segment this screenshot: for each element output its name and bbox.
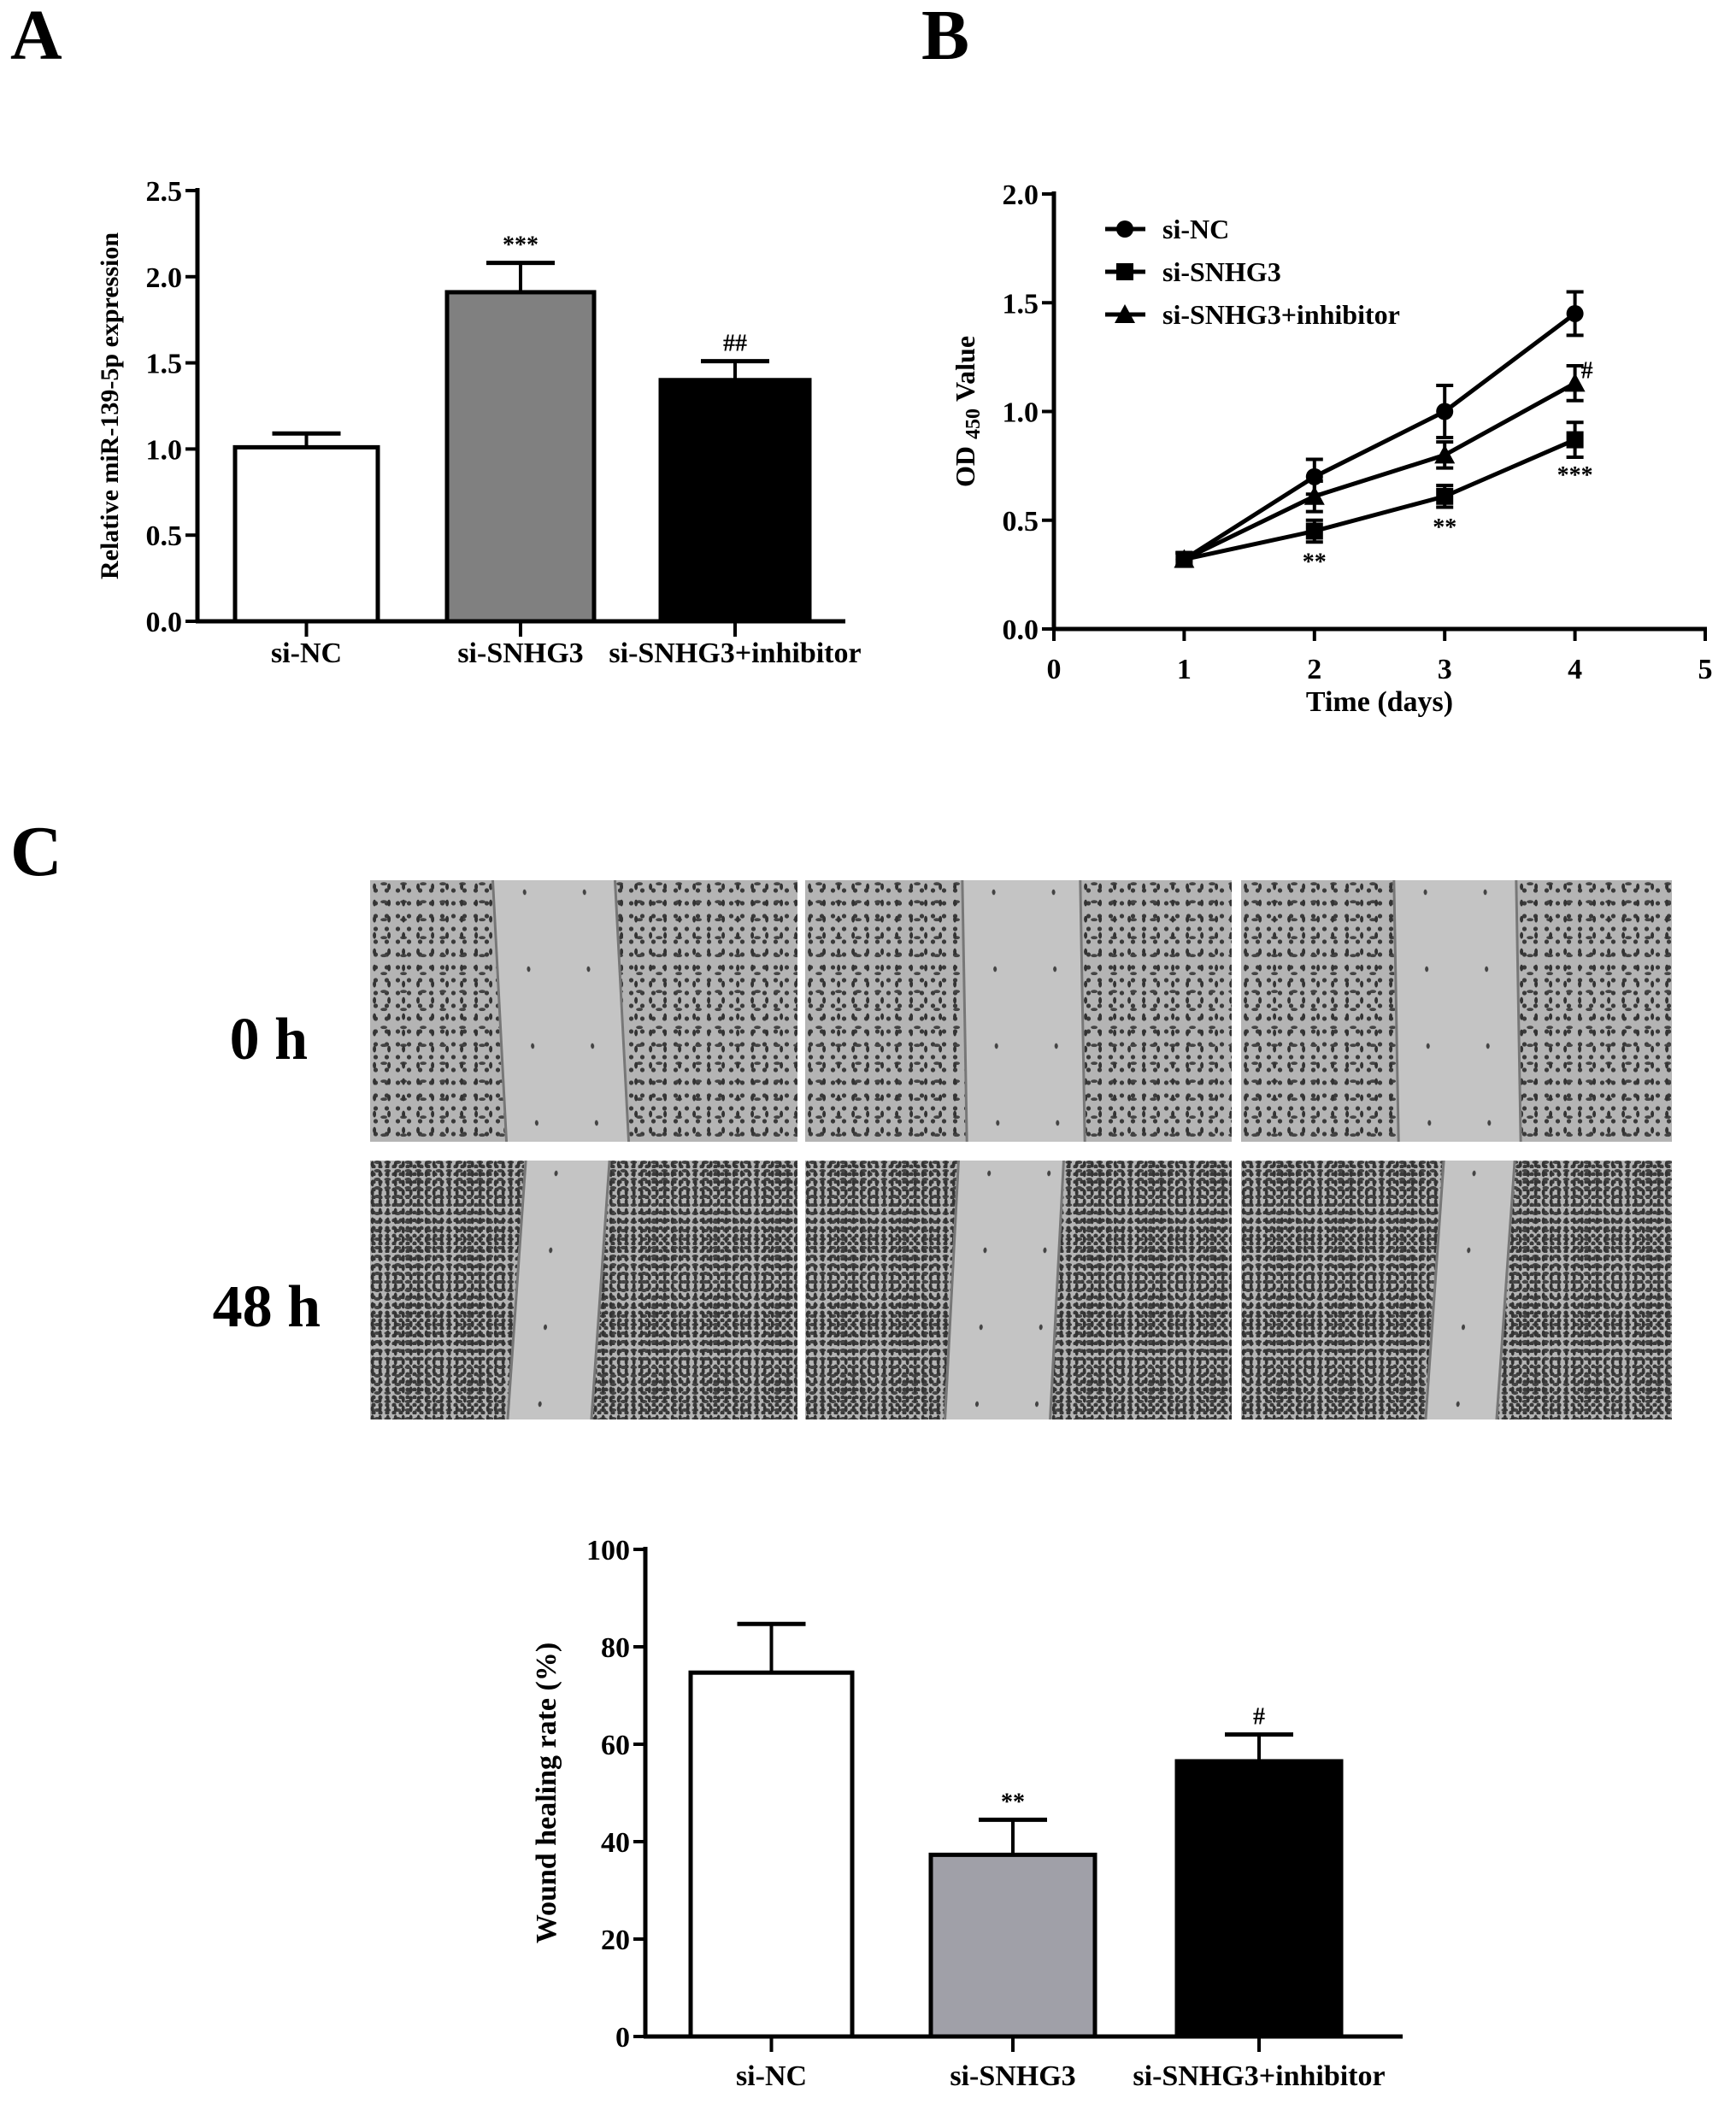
y-tick-label-2: 1.0 [1003, 397, 1039, 429]
bar-0 [688, 1670, 855, 2039]
micrograph-inhibitor-0h [1241, 880, 1672, 1142]
y-tick-label-4: 2.0 [1003, 179, 1039, 211]
x-tick-label-5: 5 [1698, 654, 1713, 685]
x-tick-label-2: si-SNHG3+inhibitor [1133, 2060, 1385, 2092]
y-tick-label-3: 1.5 [1003, 288, 1039, 320]
bar-0 [232, 444, 380, 624]
y-tick-label-1: 0.5 [146, 520, 183, 552]
panel-label-a: A [10, 0, 62, 75]
micrograph-inhibitor-48h [1241, 1161, 1672, 1419]
data-point-0-2 [1436, 403, 1454, 420]
x-tick-label-1: si-SNHG3 [950, 2060, 1075, 2092]
y-axis-label: Wound healing rate (%) [531, 1643, 562, 1943]
legend-marker-0 [1116, 220, 1133, 238]
micrograph-si-snhg3-48h [805, 1161, 1232, 1419]
data-point-2-0 [1174, 549, 1195, 568]
x-tick-label-0: si-NC [736, 2060, 807, 2092]
significance-label-2: # [1253, 1704, 1265, 1731]
legend-label-1: si-SNHG3 [1162, 256, 1281, 287]
data-point-1-2 [1436, 487, 1454, 505]
x-tick-label-2: si-SNHG3+inhibitor [609, 638, 861, 669]
x-tick-label-1: si-SNHG3 [457, 638, 583, 669]
bar-1 [928, 1852, 1098, 2039]
y-tick-label-3: 60 [601, 1730, 630, 1761]
data-point-1-1 [1305, 522, 1323, 540]
significance-label-2: ## [723, 331, 747, 357]
x-tick-label-1: 1 [1177, 654, 1192, 685]
x-tick-label-4: 4 [1568, 654, 1582, 685]
y-tick-label-0: 0 [615, 2022, 630, 2054]
significance-label-0: ** [1303, 550, 1327, 576]
legend-label-0: si-NC [1162, 214, 1229, 244]
series-line-1 [1183, 438, 1576, 562]
y-tick-label-1: 20 [601, 1925, 630, 1956]
micrograph-si-nc-48h [370, 1161, 797, 1419]
legend-marker-2 [1115, 304, 1135, 323]
y-axis-label: OD 450 Value [950, 336, 985, 487]
y-axis-label-ylabel_tail: Value [950, 336, 980, 402]
data-point-0-3 [1566, 304, 1584, 322]
significance-label-1: ** [1433, 514, 1456, 541]
data-point-2-3 [1564, 373, 1586, 392]
bar-2 [658, 378, 812, 624]
y-tick-label-1: 0.5 [1003, 506, 1039, 538]
significance-label-2: *** [1557, 462, 1593, 489]
data-point-2-1 [1303, 485, 1325, 505]
significance-label-3: # [1581, 358, 1593, 385]
significance-label-1: *** [503, 232, 538, 259]
data-point-1-3 [1566, 431, 1584, 449]
panel-label-c: C [10, 812, 62, 891]
y-tick-label-0: 0.0 [146, 607, 183, 638]
y-tick-label-4: 80 [601, 1632, 630, 1664]
data-point-2-2 [1434, 444, 1456, 464]
time-label-48h: 48 h [212, 1274, 321, 1340]
series-line-0 [1183, 311, 1577, 561]
panel-label-b: B [921, 0, 970, 75]
micrograph-si-snhg3-0h [805, 880, 1232, 1142]
y-tick-label-5: 2.5 [146, 176, 183, 208]
time-label-0h: 0 h [229, 1007, 308, 1073]
y-tick-label-4: 2.0 [146, 262, 183, 294]
bar-2 [1174, 1759, 1344, 2039]
x-axis-label: Time (days) [1306, 686, 1453, 718]
legend-marker-1 [1116, 263, 1133, 280]
y-axis-label-ylabel_main: OD [950, 446, 980, 487]
y-tick-label-3: 1.5 [146, 349, 183, 380]
significance-label-1: ** [1001, 1789, 1025, 1815]
x-tick-label-0: 0 [1047, 654, 1062, 685]
legend-label-2: si-SNHG3+inhibitor [1162, 299, 1400, 330]
x-tick-label-3: 3 [1438, 654, 1452, 685]
y-tick-label-2: 1.0 [146, 434, 183, 466]
y-axis-label-ylabel_sub: 450 [962, 408, 985, 439]
x-tick-label-0: si-NC [271, 638, 342, 669]
bar-1 [444, 290, 597, 624]
series-line-2 [1183, 381, 1576, 561]
y-tick-label-5: 100 [586, 1535, 630, 1566]
x-tick-label-2: 2 [1307, 654, 1321, 685]
micrograph-si-nc-0h [370, 880, 797, 1142]
y-axis-label: Relative miR-139-5p expression [96, 232, 124, 579]
y-tick-label-0: 0.0 [1003, 614, 1039, 646]
y-tick-label-2: 40 [601, 1827, 630, 1859]
